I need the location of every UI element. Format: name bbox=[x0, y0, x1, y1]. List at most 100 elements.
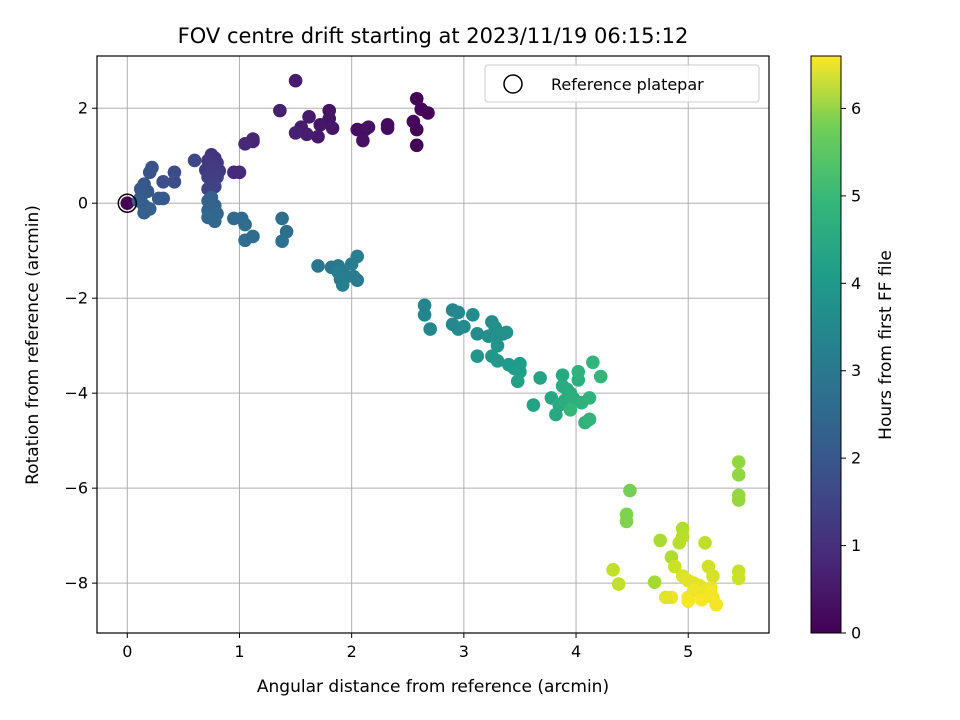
data-point bbox=[325, 121, 340, 135]
data-point bbox=[606, 563, 620, 577]
data-point bbox=[731, 455, 746, 469]
data-point bbox=[698, 535, 712, 550]
data-point bbox=[526, 398, 541, 412]
x-axis-label: Angular distance from reference (arcmin) bbox=[257, 677, 609, 697]
data-point bbox=[421, 106, 435, 120]
data-point bbox=[380, 121, 395, 135]
colorbar-tick-label: 2 bbox=[851, 449, 861, 468]
colorbar: 0 1 2 3 4 5 6 Hours from first FF file bbox=[810, 55, 896, 643]
x-tick-label: 4 bbox=[571, 642, 581, 661]
y-axis-label: Rotation from reference (arcmin) bbox=[23, 205, 43, 485]
data-point bbox=[167, 165, 182, 180]
data-point bbox=[273, 103, 287, 118]
data-point bbox=[207, 179, 222, 194]
data-point bbox=[510, 374, 525, 389]
colorbar-label: Hours from first FF file bbox=[876, 250, 896, 440]
data-point bbox=[423, 322, 437, 336]
data-point bbox=[623, 483, 637, 498]
data-point bbox=[667, 559, 682, 574]
data-point bbox=[187, 153, 202, 168]
data-point bbox=[288, 73, 303, 88]
data-point bbox=[361, 120, 376, 135]
x-tick-label: 2 bbox=[347, 642, 357, 661]
legend-marker-reference bbox=[503, 74, 523, 94]
data-point bbox=[490, 338, 505, 353]
x-tick-label: 0 bbox=[122, 642, 132, 661]
colorbar-bar bbox=[810, 55, 842, 634]
data-points bbox=[117, 73, 746, 612]
data-point bbox=[201, 210, 215, 225]
data-point bbox=[457, 319, 471, 334]
data-point bbox=[344, 257, 359, 271]
data-point bbox=[593, 369, 608, 384]
colorbar-tick-label: 1 bbox=[851, 536, 861, 555]
data-point bbox=[288, 126, 303, 140]
plot-frame bbox=[96, 55, 770, 634]
data-point bbox=[582, 412, 597, 427]
y-tick-label: −4 bbox=[64, 384, 88, 403]
reference-platepar-marker bbox=[117, 193, 138, 213]
data-point bbox=[533, 371, 547, 385]
data-point bbox=[681, 594, 696, 608]
colorbar-tick-label: 6 bbox=[851, 99, 861, 118]
data-point bbox=[120, 196, 135, 211]
data-point bbox=[246, 229, 260, 244]
data-point bbox=[470, 327, 485, 341]
data-point bbox=[731, 493, 746, 507]
data-point bbox=[653, 533, 667, 548]
y-tick-label: −6 bbox=[64, 479, 88, 498]
data-point bbox=[302, 109, 316, 124]
data-point bbox=[238, 217, 252, 232]
data-point bbox=[275, 211, 289, 226]
data-point bbox=[311, 259, 325, 273]
data-point bbox=[313, 118, 328, 132]
data-point bbox=[582, 391, 597, 405]
data-point bbox=[555, 368, 570, 382]
data-point bbox=[347, 270, 361, 284]
data-point bbox=[409, 91, 424, 106]
data-point bbox=[299, 127, 314, 142]
data-point bbox=[466, 308, 480, 322]
legend-box bbox=[484, 64, 760, 103]
data-point bbox=[703, 585, 718, 600]
data-point bbox=[706, 569, 720, 583]
data-point bbox=[499, 325, 514, 340]
data-point bbox=[238, 137, 252, 151]
colorbar-tick-label: 3 bbox=[851, 361, 861, 380]
data-point bbox=[356, 133, 370, 148]
data-point bbox=[731, 571, 746, 586]
y-tick-label: 0 bbox=[78, 194, 88, 213]
data-point bbox=[137, 205, 151, 220]
data-point bbox=[586, 355, 600, 370]
data-point bbox=[647, 575, 662, 589]
colorbar-tick-label: 4 bbox=[851, 274, 861, 293]
legend-entry-reference: Reference platepar bbox=[551, 75, 704, 94]
data-point bbox=[451, 305, 466, 320]
x-tick-label: 1 bbox=[234, 642, 244, 661]
y-tick-label: −2 bbox=[64, 289, 88, 308]
legend: Reference platepar bbox=[484, 64, 760, 103]
grid bbox=[97, 56, 769, 633]
y-tick-label: 2 bbox=[78, 99, 88, 118]
x-tick-label: 5 bbox=[683, 642, 693, 661]
data-point bbox=[709, 597, 724, 612]
data-point bbox=[687, 583, 701, 598]
data-point bbox=[672, 535, 687, 550]
data-point bbox=[571, 365, 586, 379]
colorbar-tick-label: 5 bbox=[851, 186, 861, 205]
data-point bbox=[611, 577, 626, 591]
data-point bbox=[350, 122, 365, 137]
x-tick-label: 3 bbox=[459, 642, 469, 661]
data-point bbox=[490, 354, 505, 368]
data-point bbox=[409, 138, 424, 153]
data-point bbox=[417, 298, 432, 313]
data-point bbox=[470, 349, 485, 363]
data-point bbox=[275, 234, 289, 249]
data-point bbox=[406, 114, 421, 129]
data-point bbox=[167, 175, 182, 189]
colorbar-tick-label: 0 bbox=[851, 624, 861, 643]
data-point bbox=[335, 278, 350, 292]
data-point bbox=[563, 402, 578, 417]
data-point bbox=[331, 265, 346, 279]
data-point bbox=[658, 590, 673, 605]
